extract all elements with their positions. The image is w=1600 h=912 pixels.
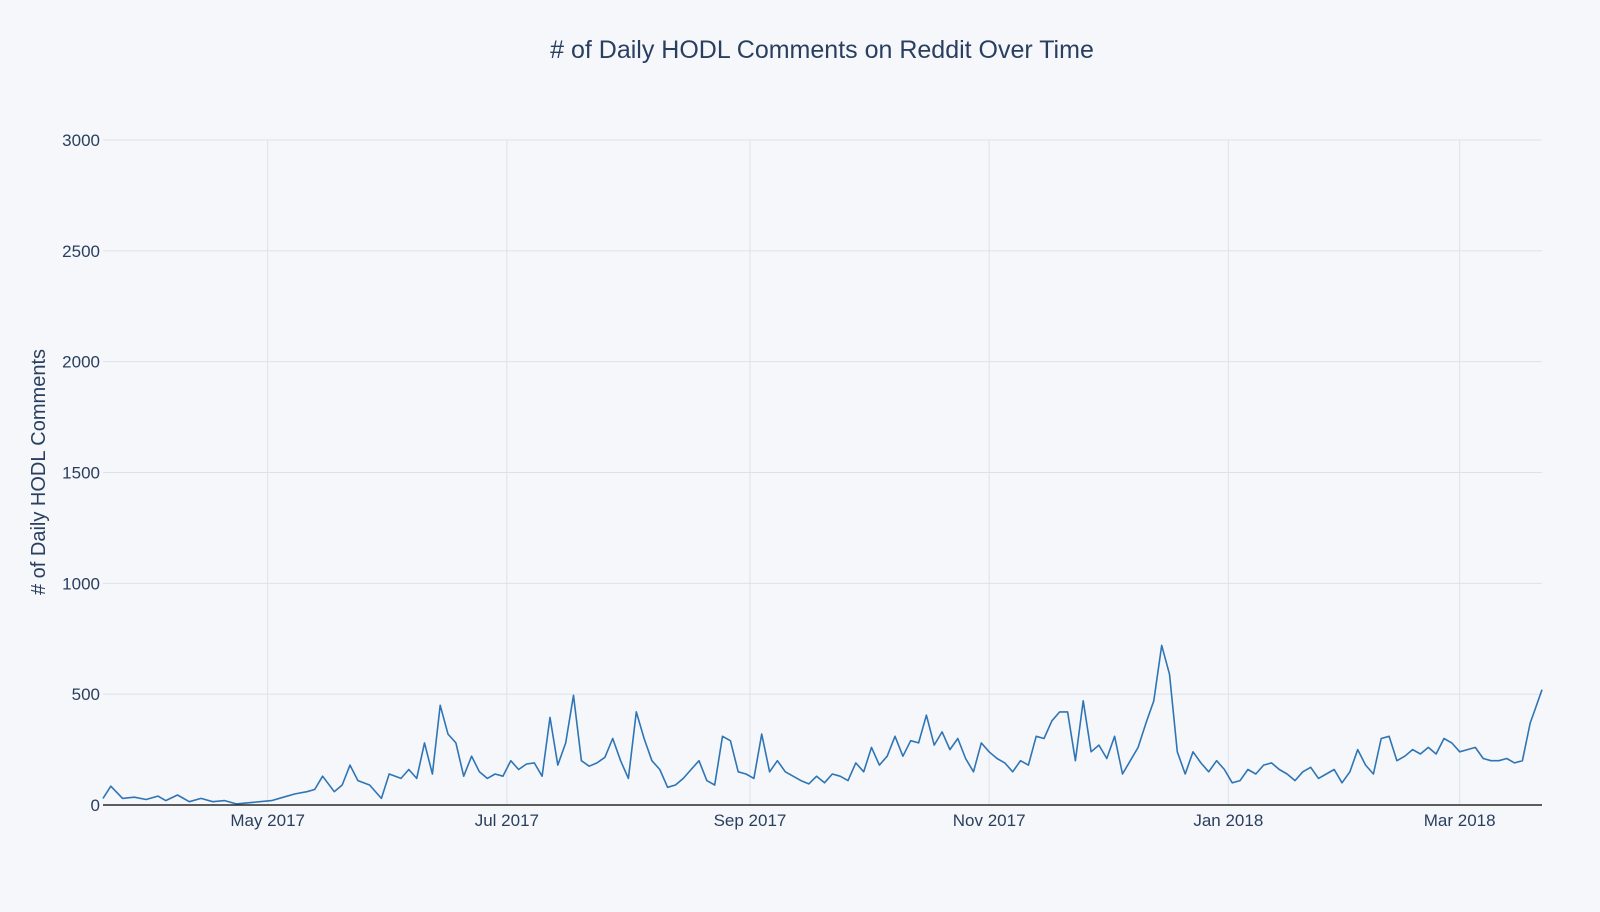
axes: 0 500 1000 1500 2000 2500 3000 May 2017 Jul 2017… xyxy=(62,131,1542,830)
series-layer xyxy=(102,644,1543,805)
gridlines xyxy=(103,139,1542,805)
x-tick-label: Jan 2018 xyxy=(1193,811,1263,830)
x-tick-label: Mar 2018 xyxy=(1424,811,1496,830)
x-tick-label: Nov 2017 xyxy=(953,811,1026,830)
y-tick-label: 1000 xyxy=(62,574,100,593)
y-tick-label: 500 xyxy=(72,685,100,704)
x-tick-label: Jul 2017 xyxy=(475,811,539,830)
y-tick-label: 1500 xyxy=(62,464,100,483)
series-line-0 xyxy=(102,644,1543,805)
y-tick-label: 2500 xyxy=(62,242,100,261)
y-axis-label: # of Daily HODL Comments xyxy=(28,349,50,595)
chart-title: # of Daily HODL Comments on Reddit Over … xyxy=(550,36,1094,64)
y-tick-label: 3000 xyxy=(62,131,100,150)
y-tick-label: 0 xyxy=(91,796,100,815)
x-tick-label: Sep 2017 xyxy=(714,811,787,830)
y-tick-label: 2000 xyxy=(62,353,100,372)
x-tick-label: May 2017 xyxy=(230,811,305,830)
